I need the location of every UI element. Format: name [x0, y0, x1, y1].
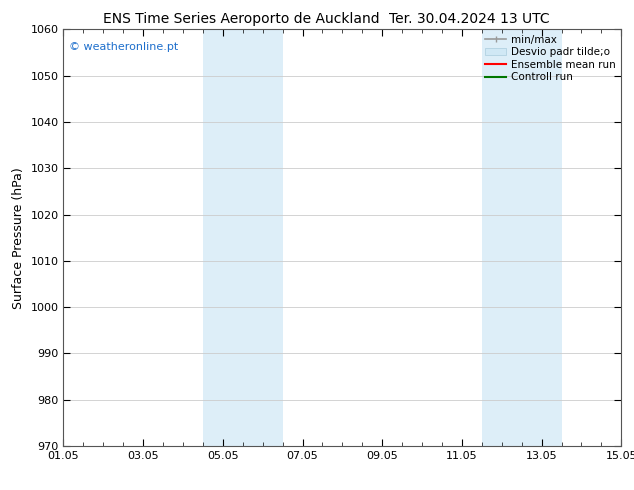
Bar [203, 29, 283, 446]
Text: © weatheronline.pt: © weatheronline.pt [69, 42, 178, 52]
Text: Ter. 30.04.2024 13 UTC: Ter. 30.04.2024 13 UTC [389, 12, 550, 26]
Text: ENS Time Series Aeroporto de Auckland: ENS Time Series Aeroporto de Auckland [103, 12, 379, 26]
Y-axis label: Surface Pressure (hPa): Surface Pressure (hPa) [12, 167, 25, 309]
Legend: min/max, Desvio padr tilde;o, Ensemble mean run, Controll run: min/max, Desvio padr tilde;o, Ensemble m… [482, 31, 619, 86]
Bar [482, 29, 562, 446]
